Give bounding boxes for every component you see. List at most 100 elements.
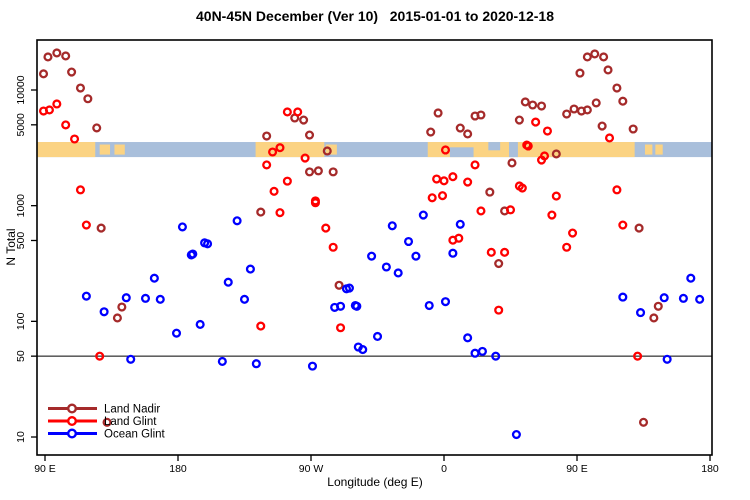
data-point-land-nadir <box>61 51 71 61</box>
data-point-land-nadir <box>52 48 62 58</box>
data-point-land-nadir <box>92 123 102 133</box>
data-point-land-nadir <box>590 49 600 59</box>
data-point-land-glint <box>618 220 628 230</box>
data-point-land-nadir <box>313 166 323 176</box>
data-point-land-glint <box>500 247 510 257</box>
data-point-land-nadir <box>562 109 572 119</box>
data-point-land-glint <box>486 247 496 257</box>
data-point-land-nadir <box>582 105 592 115</box>
data-point-land-glint <box>275 208 285 218</box>
data-point-ocean-glint <box>358 345 368 355</box>
data-point-land-nadir <box>597 121 607 131</box>
y-tick-label: 10000 <box>15 75 27 104</box>
data-point-land-nadir <box>299 115 309 125</box>
data-point-land-glint <box>275 143 285 153</box>
legend-marker-land-nadir <box>66 403 77 414</box>
data-point-ocean-glint <box>463 333 473 343</box>
data-point-ocean-glint <box>678 293 688 303</box>
data-point-land-nadir <box>551 149 561 159</box>
data-point-land-nadir <box>262 131 272 141</box>
data-point-ocean-glint <box>223 277 233 287</box>
data-point-land-glint <box>95 351 105 361</box>
data-point-ocean-glint <box>695 294 705 304</box>
data-point-land-nadir <box>38 69 49 79</box>
data-point-land-nadir <box>485 187 495 197</box>
data-point-land-nadir <box>649 313 659 323</box>
data-point-land-nadir <box>102 417 112 427</box>
data-point-ocean-glint <box>149 273 159 283</box>
data-point-land-nadir <box>528 100 538 110</box>
data-point-land-nadir <box>455 123 465 133</box>
legend-marker-land-glint <box>66 416 77 427</box>
data-point-land-glint <box>547 210 557 220</box>
legend-label-ocean-glint: Ocean Glint <box>104 429 166 441</box>
data-point-land-glint <box>61 120 71 130</box>
data-point-ocean-glint <box>140 293 151 303</box>
data-point-ocean-glint <box>336 301 346 311</box>
data-point-land-nadir <box>599 52 609 62</box>
legend-label-land-glint: Land Glint <box>104 416 157 428</box>
data-point-ocean-glint <box>511 430 521 440</box>
data-point-ocean-glint <box>418 210 428 220</box>
data-point-land-nadir <box>334 280 344 290</box>
data-point-land-glint <box>437 191 448 201</box>
data-point-land-glint <box>282 176 292 186</box>
map-band-island <box>99 144 111 155</box>
data-point-land-glint <box>612 185 622 195</box>
data-point-land-glint <box>539 151 550 161</box>
data-point-land-nadir <box>612 83 622 93</box>
data-point-land-glint <box>262 160 272 170</box>
data-point-land-glint <box>282 107 292 117</box>
map-band-land <box>427 142 635 158</box>
legend-label-land-nadir: Land Nadir <box>104 404 160 416</box>
data-point-land-glint <box>562 242 572 252</box>
data-point-land-nadir <box>591 98 601 108</box>
data-point-land-glint <box>448 172 458 182</box>
map-band-water <box>488 142 501 151</box>
plot-border <box>36 39 713 456</box>
data-point-land-nadir <box>520 97 530 107</box>
data-point-land-glint <box>440 145 451 155</box>
data-point-land-glint <box>454 233 464 243</box>
data-point-land-glint <box>517 183 527 193</box>
data-point-land-nadir <box>256 207 266 217</box>
data-point-land-glint <box>432 174 442 184</box>
data-point-land-glint <box>531 117 541 127</box>
map-band-island <box>655 144 663 155</box>
data-point-land-nadir <box>634 223 644 233</box>
map-band-island <box>644 144 653 155</box>
data-point-land-glint <box>321 223 331 233</box>
data-point-land-nadir <box>433 108 443 118</box>
data-point-ocean-glint <box>99 307 109 317</box>
data-point-land-glint <box>310 198 320 208</box>
data-point-land-glint <box>523 141 533 151</box>
data-point-ocean-glint <box>195 319 205 329</box>
data-point-land-nadir <box>75 83 86 93</box>
data-point-ocean-glint <box>367 251 377 261</box>
y-tick-label: 1000 <box>15 194 27 218</box>
data-point-ocean-glint <box>352 301 362 311</box>
data-point-ocean-glint <box>188 249 198 259</box>
data-point-land-glint <box>633 351 643 361</box>
y-tick-label: 100 <box>15 312 27 330</box>
data-point-ocean-glint <box>686 273 696 283</box>
map-band-land <box>37 142 96 158</box>
data-point-land-glint <box>505 205 516 215</box>
data-point-ocean-glint <box>618 292 628 302</box>
legend-marker-ocean-glint <box>66 428 77 439</box>
data-point-land-glint <box>427 193 437 203</box>
data-point-ocean-glint <box>491 351 501 361</box>
data-point-land-glint <box>52 99 62 109</box>
data-point-land-glint <box>328 242 338 252</box>
data-point-land-nadir <box>328 167 338 177</box>
data-point-ocean-glint <box>251 359 261 369</box>
data-point-land-nadir <box>322 146 332 156</box>
data-point-land-nadir <box>112 313 122 323</box>
data-point-ocean-glint <box>239 294 250 304</box>
map-band-land <box>255 142 325 158</box>
data-point-land-nadir <box>507 158 517 168</box>
data-point-ocean-glint <box>232 216 242 226</box>
x-tick-label: 90 E <box>34 463 56 475</box>
